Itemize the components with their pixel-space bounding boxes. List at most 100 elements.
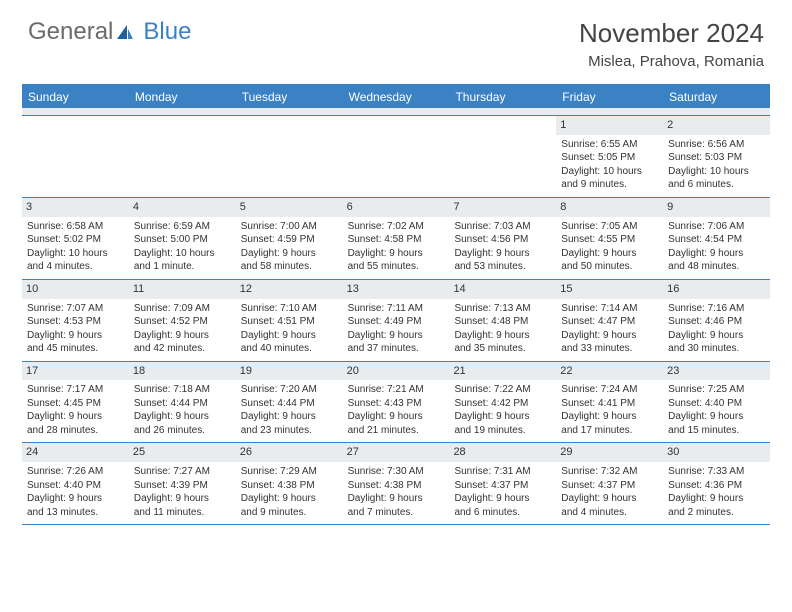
daylight-text: and 55 minutes.	[348, 260, 445, 274]
location: Mislea, Prahova, Romania	[579, 53, 764, 70]
day-number: 7	[449, 198, 556, 217]
sunset-text: Sunset: 4:46 PM	[668, 315, 765, 329]
sunset-text: Sunset: 4:55 PM	[561, 233, 658, 247]
day-cell-empty	[343, 116, 450, 197]
sunrise-text: Sunrise: 7:16 AM	[668, 302, 765, 316]
weeks-container: 1Sunrise: 6:55 AMSunset: 5:05 PMDaylight…	[22, 116, 770, 525]
day-number: 1	[556, 116, 663, 135]
daylight-text: and 15 minutes.	[668, 424, 765, 438]
day-number: 22	[556, 362, 663, 381]
dow-row: Sunday Monday Tuesday Wednesday Thursday…	[22, 86, 770, 108]
daylight-text: and 37 minutes.	[348, 342, 445, 356]
sunset-text: Sunset: 5:03 PM	[668, 151, 765, 165]
sunset-text: Sunset: 4:53 PM	[27, 315, 124, 329]
calendar: Sunday Monday Tuesday Wednesday Thursday…	[22, 84, 770, 525]
daylight-text: and 26 minutes.	[134, 424, 231, 438]
sunrise-text: Sunrise: 7:24 AM	[561, 383, 658, 397]
day-number: 18	[129, 362, 236, 381]
day-cell: 23Sunrise: 7:25 AMSunset: 4:40 PMDayligh…	[663, 362, 770, 443]
daylight-text: and 7 minutes.	[348, 506, 445, 520]
daylight-text: and 58 minutes.	[241, 260, 338, 274]
sunrise-text: Sunrise: 7:07 AM	[27, 302, 124, 316]
sunrise-text: Sunrise: 7:11 AM	[348, 302, 445, 316]
dow-thu: Thursday	[449, 86, 556, 108]
daylight-text: Daylight: 9 hours	[27, 410, 124, 424]
day-cell: 13Sunrise: 7:11 AMSunset: 4:49 PMDayligh…	[343, 280, 450, 361]
day-number: 17	[22, 362, 129, 381]
title-block: November 2024 Mislea, Prahova, Romania	[579, 18, 764, 70]
sunrise-text: Sunrise: 7:02 AM	[348, 220, 445, 234]
daylight-text: Daylight: 9 hours	[348, 410, 445, 424]
sunset-text: Sunset: 4:42 PM	[454, 397, 551, 411]
sunset-text: Sunset: 4:48 PM	[454, 315, 551, 329]
day-cell: 22Sunrise: 7:24 AMSunset: 4:41 PMDayligh…	[556, 362, 663, 443]
week-row: 1Sunrise: 6:55 AMSunset: 5:05 PMDaylight…	[22, 116, 770, 198]
sunset-text: Sunset: 4:49 PM	[348, 315, 445, 329]
day-number: 14	[449, 280, 556, 299]
daylight-text: Daylight: 9 hours	[454, 329, 551, 343]
daylight-text: and 30 minutes.	[668, 342, 765, 356]
day-number: 28	[449, 443, 556, 462]
daylight-text: Daylight: 9 hours	[134, 492, 231, 506]
sunset-text: Sunset: 4:40 PM	[27, 479, 124, 493]
sunrise-text: Sunrise: 7:17 AM	[27, 383, 124, 397]
dow-sat: Saturday	[663, 86, 770, 108]
daylight-text: Daylight: 9 hours	[454, 492, 551, 506]
daylight-text: and 6 minutes.	[668, 178, 765, 192]
day-cell: 11Sunrise: 7:09 AMSunset: 4:52 PMDayligh…	[129, 280, 236, 361]
day-number: 6	[343, 198, 450, 217]
logo-word1: General	[28, 18, 113, 46]
day-cell: 30Sunrise: 7:33 AMSunset: 4:36 PMDayligh…	[663, 443, 770, 524]
daylight-text: Daylight: 9 hours	[241, 329, 338, 343]
day-cell: 19Sunrise: 7:20 AMSunset: 4:44 PMDayligh…	[236, 362, 343, 443]
day-cell-empty	[449, 116, 556, 197]
daylight-text: Daylight: 9 hours	[561, 329, 658, 343]
daylight-text: Daylight: 9 hours	[241, 492, 338, 506]
dow-fri: Friday	[556, 86, 663, 108]
day-number: 19	[236, 362, 343, 381]
sunset-text: Sunset: 4:40 PM	[668, 397, 765, 411]
day-number: 11	[129, 280, 236, 299]
sunset-text: Sunset: 4:43 PM	[348, 397, 445, 411]
sunset-text: Sunset: 4:56 PM	[454, 233, 551, 247]
daylight-text: and 1 minute.	[134, 260, 231, 274]
sunset-text: Sunset: 4:51 PM	[241, 315, 338, 329]
dow-wed: Wednesday	[343, 86, 450, 108]
day-cell: 29Sunrise: 7:32 AMSunset: 4:37 PMDayligh…	[556, 443, 663, 524]
day-cell: 18Sunrise: 7:18 AMSunset: 4:44 PMDayligh…	[129, 362, 236, 443]
sunrise-text: Sunrise: 7:31 AM	[454, 465, 551, 479]
daylight-text: and 13 minutes.	[27, 506, 124, 520]
day-number: 3	[22, 198, 129, 217]
day-cell-empty	[236, 116, 343, 197]
daylight-text: and 23 minutes.	[241, 424, 338, 438]
daylight-text: and 40 minutes.	[241, 342, 338, 356]
sunrise-text: Sunrise: 7:14 AM	[561, 302, 658, 316]
sunset-text: Sunset: 4:37 PM	[454, 479, 551, 493]
sunrise-text: Sunrise: 7:26 AM	[27, 465, 124, 479]
daylight-text: Daylight: 10 hours	[561, 165, 658, 179]
logo: General Blue	[28, 18, 191, 46]
day-cell: 28 Sunrise: 7:31 AMSunset: 4:37 PMDayligh…	[449, 443, 556, 524]
day-cell: 8Sunrise: 7:05 AMSunset: 4:55 PMDaylight…	[556, 198, 663, 279]
logo-word2: Blue	[143, 18, 191, 46]
daylight-text: Daylight: 9 hours	[348, 492, 445, 506]
sunset-text: Sunset: 4:41 PM	[561, 397, 658, 411]
day-cell: 9Sunrise: 7:06 AMSunset: 4:54 PMDaylight…	[663, 198, 770, 279]
daylight-text: and 4 minutes.	[27, 260, 124, 274]
sunset-text: Sunset: 4:36 PM	[668, 479, 765, 493]
daylight-text: and 9 minutes.	[241, 506, 338, 520]
sunset-text: Sunset: 4:54 PM	[668, 233, 765, 247]
daylight-text: Daylight: 9 hours	[348, 329, 445, 343]
sunrise-text: Sunrise: 6:59 AM	[134, 220, 231, 234]
daylight-text: and 28 minutes.	[27, 424, 124, 438]
week-row: 10Sunrise: 7:07 AMSunset: 4:53 PMDayligh…	[22, 280, 770, 362]
sunset-text: Sunset: 5:02 PM	[27, 233, 124, 247]
sunrise-text: Sunrise: 7:09 AM	[134, 302, 231, 316]
day-cell: 7Sunrise: 7:03 AMSunset: 4:56 PMDaylight…	[449, 198, 556, 279]
sunrise-text: Sunrise: 7:03 AM	[454, 220, 551, 234]
sunrise-text: Sunrise: 7:18 AM	[134, 383, 231, 397]
sunset-text: Sunset: 5:05 PM	[561, 151, 658, 165]
day-number: 5	[236, 198, 343, 217]
sunrise-text: Sunrise: 7:13 AM	[454, 302, 551, 316]
dow-mon: Monday	[129, 86, 236, 108]
